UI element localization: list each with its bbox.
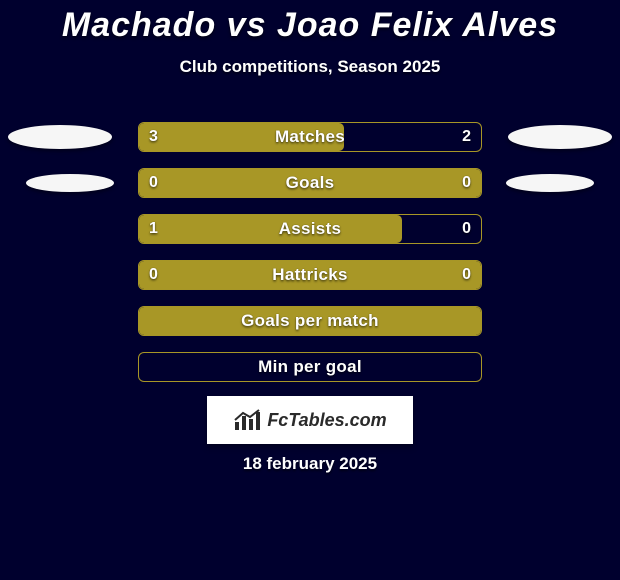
subtitle: Club competitions, Season 2025: [0, 57, 620, 77]
stat-row: 32Matches: [0, 122, 620, 152]
stat-value-left: 3: [149, 128, 158, 146]
footer-date: 18 february 2025: [0, 454, 620, 474]
stat-row: 10Assists: [0, 214, 620, 244]
stat-bar-fill: [139, 215, 402, 243]
stat-bar-track: 00Goals: [138, 168, 482, 198]
stat-bar-track: Min per goal: [138, 352, 482, 382]
stat-bar-fill: [139, 307, 481, 335]
stat-bar-track: 10Assists: [138, 214, 482, 244]
player-right-marker: [506, 174, 594, 192]
brand-text: FcTables.com: [267, 410, 386, 431]
stat-value-left: 0: [149, 266, 158, 284]
stat-row: Min per goal: [0, 352, 620, 382]
player-right-marker: [508, 125, 612, 149]
player-left-marker: [26, 174, 114, 192]
stat-value-left: 1: [149, 220, 158, 238]
stat-value-right: 0: [462, 220, 471, 238]
stat-bar-track: Goals per match: [138, 306, 482, 336]
stat-row: Goals per match: [0, 306, 620, 336]
stat-value-left: 0: [149, 174, 158, 192]
brand-badge: FcTables.com: [207, 396, 413, 444]
stat-value-right: 0: [462, 174, 471, 192]
stat-row: 00Hattricks: [0, 260, 620, 290]
stat-bar-track: 32Matches: [138, 122, 482, 152]
stat-bar-fill: [139, 261, 481, 289]
stat-bar-fill: [139, 123, 344, 151]
brand-logo-icon: [233, 408, 261, 432]
stat-label: Min per goal: [139, 357, 481, 377]
stat-rows: 32Matches00Goals10Assists00HattricksGoal…: [0, 122, 620, 398]
player-left-marker: [8, 125, 112, 149]
stat-bar-track: 00Hattricks: [138, 260, 482, 290]
stat-value-right: 2: [462, 128, 471, 146]
stat-row: 00Goals: [0, 168, 620, 198]
comparison-card: Machado vs Joao Felix Alves Club competi…: [0, 0, 620, 580]
stat-value-right: 0: [462, 266, 471, 284]
stat-bar-fill: [139, 169, 481, 197]
page-title: Machado vs Joao Felix Alves: [0, 0, 620, 45]
